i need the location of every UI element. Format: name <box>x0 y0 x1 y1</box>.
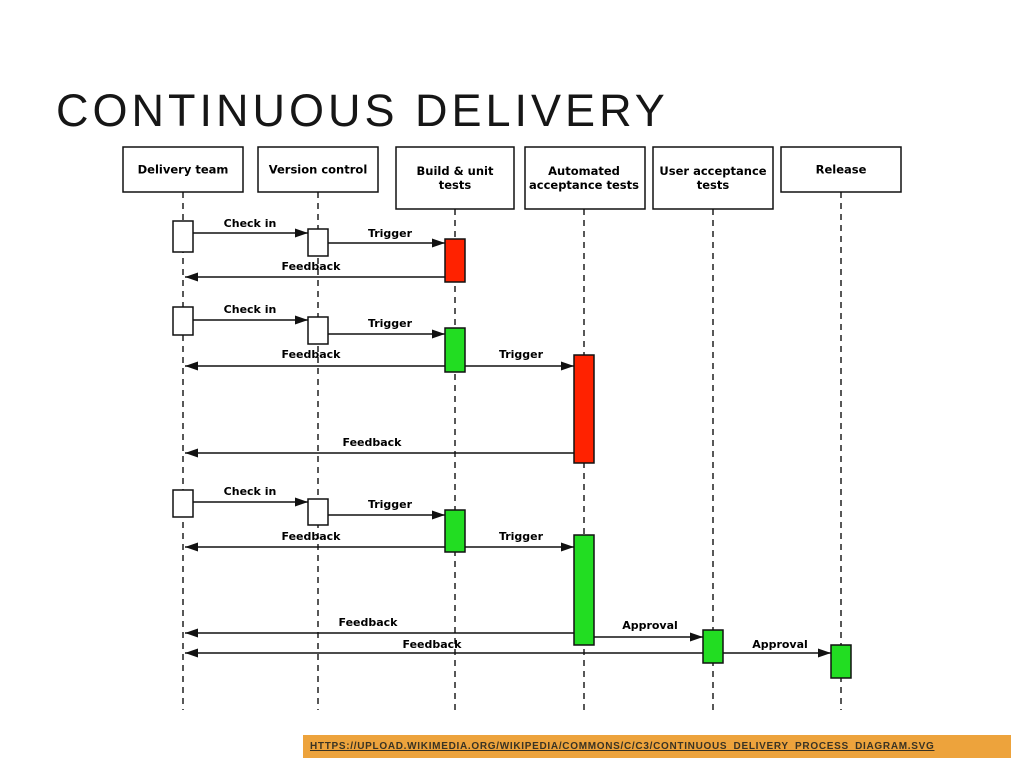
arrowhead-left-icon <box>185 361 198 371</box>
arrowhead-right-icon <box>818 648 831 658</box>
activation-green-build-unit-tests <box>444 327 466 373</box>
arrowhead-right-icon <box>690 632 703 642</box>
arrowhead-left-icon <box>185 448 198 458</box>
activation-white-version-control <box>307 228 329 257</box>
activation-green-release <box>830 644 852 679</box>
actor-label-user-acceptance-tests: User acceptance tests <box>659 164 766 192</box>
arrowhead-right-icon <box>432 329 445 339</box>
arrowhead-right-icon <box>432 510 445 520</box>
actor-box-build-unit-tests <box>395 146 515 210</box>
actor-label-version-control: Version control <box>269 163 368 177</box>
activation-white-delivery-team <box>172 489 194 518</box>
actor-label-automated-acceptance-tests: Automated acceptance tests <box>529 164 639 192</box>
arrowhead-left-icon <box>185 628 198 638</box>
message-label-check-in: Check in <box>224 485 277 498</box>
message-label-approval: Approval <box>752 638 808 651</box>
arrowhead-right-icon <box>295 497 308 507</box>
message-label-trigger: Trigger <box>368 317 413 330</box>
activation-white-version-control <box>307 316 329 345</box>
activation-white-version-control <box>307 498 329 526</box>
source-url-bar: HTTPS://UPLOAD.WIKIMEDIA.ORG/WIKIPEDIA/C… <box>303 735 1011 758</box>
message-label-feedback: Feedback <box>282 348 342 361</box>
actor-label-build-unit-tests: Build & unit tests <box>417 164 494 192</box>
arrowhead-right-icon <box>561 361 574 371</box>
activation-red-automated-acceptance-tests <box>573 354 595 464</box>
actor-box-automated-acceptance-tests <box>524 146 646 210</box>
actor-box-user-acceptance-tests <box>652 146 774 210</box>
actor-box-version-control <box>257 146 379 193</box>
actor-label-release: Release <box>816 163 867 177</box>
message-label-check-in: Check in <box>224 217 277 230</box>
message-label-feedback: Feedback <box>403 638 463 651</box>
activation-green-automated-acceptance-tests <box>573 534 595 646</box>
message-label-trigger: Trigger <box>499 348 544 361</box>
arrowhead-left-icon <box>185 648 198 658</box>
arrowhead-right-icon <box>295 228 308 238</box>
message-label-trigger: Trigger <box>368 498 413 511</box>
activation-white-delivery-team <box>172 306 194 336</box>
source-url-link[interactable]: HTTPS://UPLOAD.WIKIMEDIA.ORG/WIKIPEDIA/C… <box>310 741 935 752</box>
arrowhead-right-icon <box>295 315 308 325</box>
activation-white-delivery-team <box>172 220 194 253</box>
arrowhead-left-icon <box>185 272 198 282</box>
arrowhead-left-icon <box>185 542 198 552</box>
activation-green-build-unit-tests <box>444 509 466 553</box>
message-label-feedback: Feedback <box>282 530 342 543</box>
activation-green-user-acceptance-tests <box>702 629 724 664</box>
actor-box-release <box>780 146 902 193</box>
message-label-feedback: Feedback <box>282 260 342 273</box>
activation-red-build-unit-tests <box>444 238 466 283</box>
message-label-approval: Approval <box>622 619 678 632</box>
message-label-check-in: Check in <box>224 303 277 316</box>
message-label-feedback: Feedback <box>339 616 399 629</box>
arrowhead-right-icon <box>561 542 574 552</box>
actor-box-delivery-team <box>122 146 244 193</box>
message-label-trigger: Trigger <box>368 227 413 240</box>
actor-label-delivery-team: Delivery team <box>138 163 229 177</box>
message-label-trigger: Trigger <box>499 530 544 543</box>
arrowhead-right-icon <box>432 238 445 248</box>
slide-title: CONTINUOUS DELIVERY <box>56 85 669 137</box>
message-label-feedback: Feedback <box>343 436 403 449</box>
